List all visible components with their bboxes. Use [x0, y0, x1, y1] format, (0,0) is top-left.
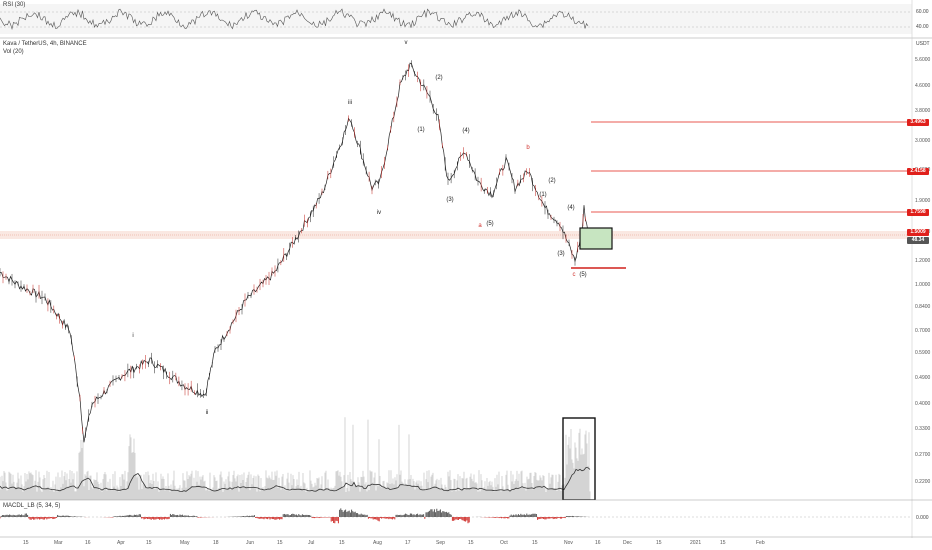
price-tick: 0.7000	[915, 328, 931, 335]
volume-bars	[0, 417, 591, 500]
time-tick: 15	[656, 540, 662, 546]
time-tick: 15	[339, 540, 345, 546]
price-badge: 2.4158	[907, 168, 929, 175]
wave-label: c	[572, 272, 576, 278]
macd-zero-label: 0.000	[916, 515, 929, 521]
buy-zone-box	[579, 227, 613, 250]
volume-label: Vol (20)	[3, 49, 24, 55]
price-tick: 3.8000	[915, 107, 931, 114]
wave-label: a	[478, 223, 482, 229]
time-tick: 18	[213, 540, 219, 546]
wave-label: iv	[376, 210, 382, 216]
wave-label: (1)	[417, 127, 425, 133]
rsi-label: RSI (30)	[3, 2, 29, 8]
price-tick: 1.0000	[915, 281, 931, 288]
price-tick: 1.9000	[915, 197, 931, 204]
wave-label: (2)	[435, 75, 443, 81]
price-tick: 0.8400	[915, 304, 931, 311]
time-tick: Dec	[623, 540, 632, 546]
wave-label: (2)	[548, 178, 556, 184]
time-tick: 2021	[690, 540, 702, 546]
price-tick: 5.6000	[915, 57, 931, 63]
rsi-level-60: 60.00	[916, 9, 929, 15]
time-tick: 17	[405, 540, 411, 546]
price-tick: 1.2000	[915, 257, 931, 264]
time-tick: 15	[720, 540, 726, 546]
price-tick: 4.6000	[915, 82, 931, 89]
time-tick: Mar	[54, 540, 63, 546]
time-tick: 15	[532, 540, 538, 546]
macd-label: MACDL_LB (5, 34, 5)	[3, 503, 61, 509]
wave-label: (3)	[557, 251, 565, 257]
price-badge: 48.34	[907, 237, 929, 244]
time-tick: Jul	[308, 540, 315, 546]
volume-moving-average	[0, 467, 591, 492]
price-tick: 3.0000	[915, 138, 931, 145]
price-badge: 3.4963	[907, 119, 929, 126]
price-tick: 0.2700	[915, 452, 931, 459]
time-tick: Aug	[373, 540, 382, 546]
price-badge: 1.7598	[907, 209, 929, 216]
wave-label: v	[404, 40, 408, 46]
rsi-level-40: 40.00	[916, 24, 929, 30]
time-tick: 15	[277, 540, 283, 546]
time-tick: Feb	[756, 540, 765, 546]
rsi-title: RSI (30)	[3, 2, 26, 8]
candle-wicks	[0, 60, 589, 438]
time-tick: Apr	[117, 540, 125, 546]
wave-label: b	[526, 145, 530, 151]
wave-label: i	[132, 333, 134, 339]
wave-label: (1)	[539, 192, 547, 198]
time-tick: 15	[23, 540, 29, 546]
price-tick: 0.2200	[915, 479, 931, 485]
currency-label: USDT	[916, 41, 930, 47]
price-tick: 0.4000	[915, 401, 931, 408]
time-tick: May	[180, 540, 190, 546]
time-tick: 16	[85, 540, 91, 546]
wave-label: ii	[205, 410, 209, 416]
price-line	[0, 62, 589, 443]
time-tick: 15	[146, 540, 152, 546]
price-tick: 0.3300	[915, 426, 931, 433]
wave-label: (4)	[567, 205, 575, 211]
wave-label: (4)	[462, 128, 470, 134]
price-badge: 1.5009	[907, 229, 929, 236]
time-tick: 15	[468, 540, 474, 546]
time-tick: 16	[595, 540, 601, 546]
symbol-label: Kava / TetherUS, 4h, BINANCE	[3, 41, 87, 47]
wave-label: (3)	[446, 197, 454, 203]
time-tick: Oct	[500, 540, 508, 546]
volume-highlight-box	[562, 417, 596, 500]
time-tick: Nov	[564, 540, 573, 546]
wave-label: iii	[348, 100, 352, 106]
wave-label: (5)	[486, 221, 494, 227]
rsi-line	[0, 8, 589, 31]
time-tick: Sep	[436, 540, 445, 546]
price-tick: 0.5900	[915, 350, 931, 357]
time-tick: Jun	[246, 540, 255, 546]
wave-label: (5)	[579, 272, 587, 278]
macd-histogram	[0, 508, 589, 524]
price-tick: 0.4900	[915, 374, 931, 381]
